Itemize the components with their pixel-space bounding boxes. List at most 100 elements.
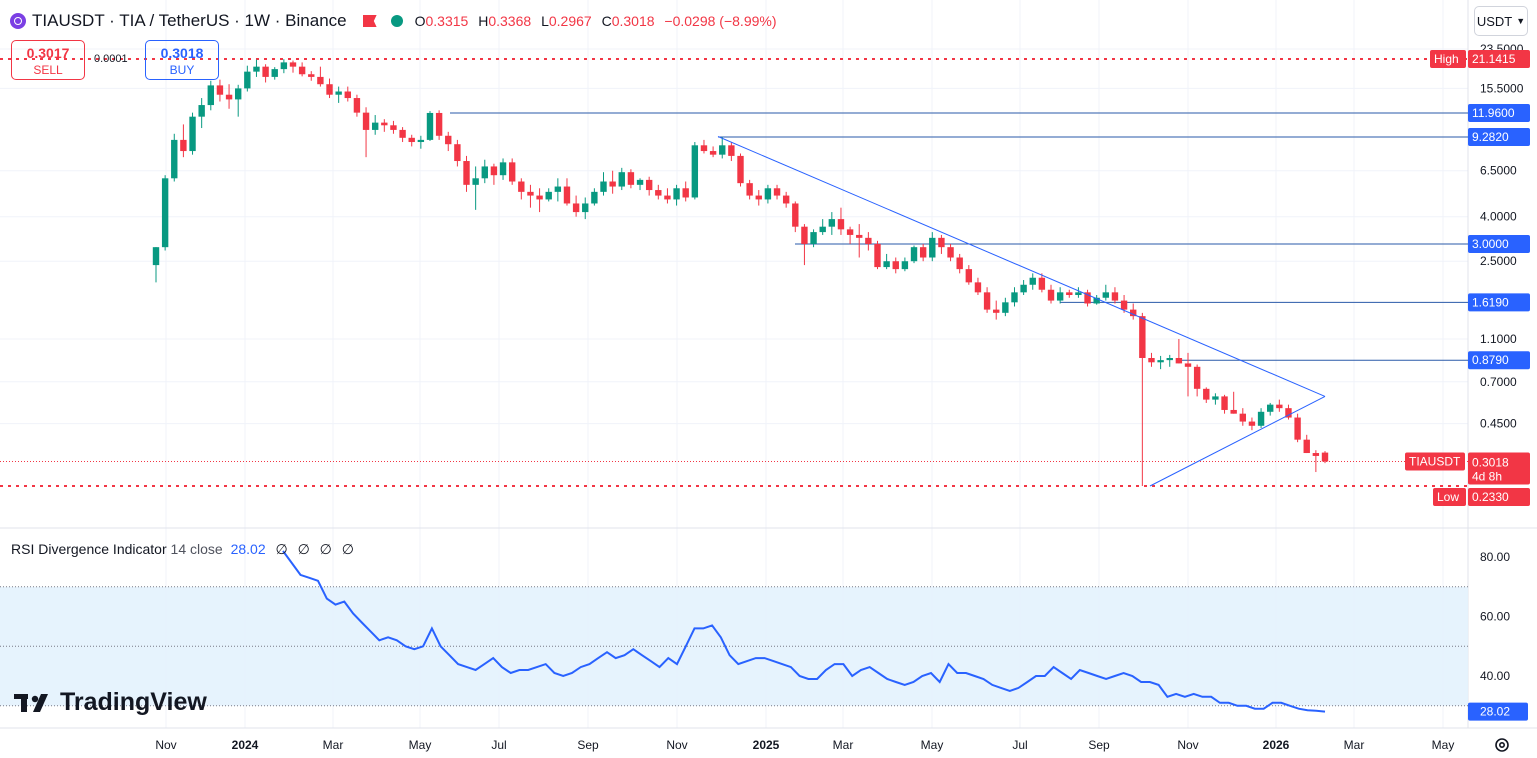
candle <box>308 71 315 81</box>
candle <box>499 158 507 180</box>
candle <box>189 112 196 155</box>
candle-body <box>554 186 562 192</box>
candle-body <box>901 261 909 270</box>
symbol-title[interactable]: TIAUSDT · TIA / TetherUS · 1W · Binance <box>32 11 347 30</box>
candle-body <box>956 257 963 270</box>
candle-body <box>1148 357 1155 363</box>
candle <box>1002 297 1009 317</box>
candle-body <box>983 292 991 310</box>
candle-body <box>1093 297 1100 304</box>
buy-price: 0.3018 <box>160 45 204 61</box>
candle-body <box>435 112 443 136</box>
change-readout: −0.0298 (−8.99%) <box>664 13 777 29</box>
price-tick-label: 1.1000 <box>1480 332 1517 346</box>
rsi-band <box>0 586 1468 706</box>
candle-body <box>1321 452 1329 462</box>
candle-body <box>1257 411 1265 426</box>
rsi-value: 28.02 <box>230 541 266 557</box>
candle <box>938 234 945 254</box>
horizontal-levels <box>0 58 1468 487</box>
candle <box>728 142 735 162</box>
high-tag-value-bg <box>1468 50 1530 68</box>
time-tick-label: Mar <box>1344 738 1365 752</box>
buy-button[interactable]: 0.3018 BUY <box>145 40 219 80</box>
candle <box>326 78 333 99</box>
rsi-pane <box>0 550 1468 713</box>
candle <box>1184 352 1192 397</box>
candle <box>1303 434 1310 454</box>
currency-selector[interactable]: USDT ▼ <box>1474 6 1528 36</box>
rsi-legend[interactable]: RSI Divergence Indicator 14 close 28.02 … <box>11 541 357 558</box>
candle-series <box>152 59 1329 486</box>
candle-body <box>152 247 160 266</box>
candle <box>929 232 936 262</box>
candle-body <box>472 178 479 185</box>
candle-body <box>1084 292 1091 304</box>
candle-body <box>1294 417 1301 440</box>
time-tick-label: Sep <box>577 738 599 752</box>
candle <box>737 153 744 187</box>
price-tick-label: 2.5000 <box>1480 254 1517 268</box>
candle <box>947 243 954 262</box>
candle-body <box>627 172 635 185</box>
candle <box>490 163 498 185</box>
candle-body <box>189 116 196 152</box>
candle-body <box>326 84 333 95</box>
ascending-trendline <box>1149 395 1326 487</box>
candle <box>636 178 644 191</box>
flag-icon[interactable] <box>362 15 377 27</box>
candle <box>1020 280 1027 296</box>
price-tick-label: 0.4500 <box>1480 417 1517 431</box>
rsi-tick-label: 40.00 <box>1480 669 1510 683</box>
candle-body <box>819 226 826 233</box>
candle <box>1312 450 1320 473</box>
candle-body <box>426 112 434 140</box>
candle <box>618 167 625 191</box>
level-tag-bg <box>1468 103 1530 122</box>
low-tag-value: 0.2330 <box>1472 490 1509 504</box>
candle-body <box>1011 292 1018 303</box>
candle <box>883 253 890 270</box>
candle-body <box>856 234 863 238</box>
rsi-extras: ∅ ∅ ∅ ∅ <box>275 541 357 557</box>
candle-body <box>1002 302 1009 313</box>
brand-name: TradingView <box>60 688 207 716</box>
candle <box>271 67 278 80</box>
candle <box>1175 338 1183 364</box>
candle-body <box>1267 404 1274 412</box>
candle <box>527 184 534 208</box>
candle-body <box>1239 413 1247 422</box>
candle <box>664 188 671 204</box>
candle-body <box>709 151 717 155</box>
candle <box>627 169 635 189</box>
candle <box>1066 289 1073 298</box>
candle-body <box>244 71 251 89</box>
last-price-value: 0.3018 <box>1472 455 1509 469</box>
level-tag-bg <box>1468 293 1530 312</box>
candle <box>563 178 571 206</box>
candle-body <box>865 237 872 244</box>
candle <box>463 155 470 192</box>
candle <box>298 62 306 77</box>
candle <box>207 80 214 111</box>
candle <box>262 64 269 83</box>
candle-body <box>280 62 288 70</box>
level-tag: 9.2820 <box>1472 130 1509 144</box>
candle <box>810 229 817 248</box>
candle-body <box>563 186 571 204</box>
candle-body <box>773 188 781 196</box>
candle-body <box>499 162 507 176</box>
market-open-icon <box>390 15 403 27</box>
price-tick-label: 6.5000 <box>1480 164 1517 178</box>
candle <box>1029 273 1036 290</box>
time-tick-label: May <box>1432 738 1455 752</box>
candle-body <box>664 195 671 200</box>
sell-label: SELL <box>33 63 63 77</box>
candle <box>317 66 324 87</box>
sell-button[interactable]: 0.3017 SELL <box>11 40 85 80</box>
gear-icon[interactable] <box>1493 736 1511 754</box>
candle <box>582 197 589 220</box>
time-tick-label: May <box>409 738 432 752</box>
candle-body <box>408 137 415 143</box>
